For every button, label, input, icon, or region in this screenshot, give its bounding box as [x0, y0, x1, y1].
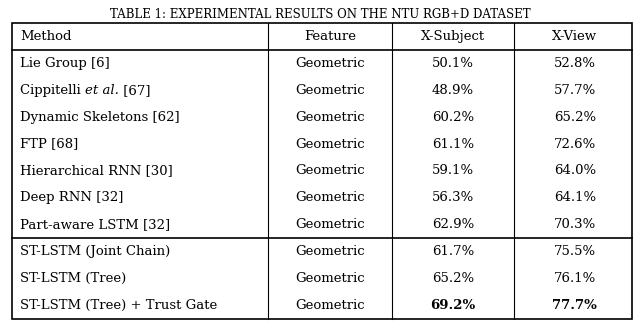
Text: X-Subject: X-Subject — [421, 30, 485, 43]
Text: 57.7%: 57.7% — [554, 84, 596, 97]
Text: 69.2%: 69.2% — [431, 299, 476, 312]
Text: 72.6%: 72.6% — [554, 138, 596, 151]
Text: Geometric: Geometric — [295, 164, 365, 178]
Text: Geometric: Geometric — [295, 191, 365, 204]
Text: 61.1%: 61.1% — [432, 138, 474, 151]
Text: 75.5%: 75.5% — [554, 245, 596, 258]
Text: Geometric: Geometric — [295, 245, 365, 258]
Text: FTP [68]: FTP [68] — [20, 138, 78, 151]
Text: Part-aware LSTM [32]: Part-aware LSTM [32] — [20, 218, 170, 231]
Text: Dynamic Skeletons [62]: Dynamic Skeletons [62] — [20, 111, 179, 124]
Text: 52.8%: 52.8% — [554, 57, 596, 70]
Text: Method: Method — [20, 30, 71, 43]
Text: ST-LSTM (Joint Chain): ST-LSTM (Joint Chain) — [20, 245, 170, 258]
Text: Geometric: Geometric — [295, 218, 365, 231]
Text: Feature: Feature — [304, 30, 356, 43]
Text: 56.3%: 56.3% — [432, 191, 474, 204]
Text: X-View: X-View — [552, 30, 597, 43]
Text: Geometric: Geometric — [295, 299, 365, 312]
Text: Geometric: Geometric — [295, 57, 365, 70]
Text: ST-LSTM (Tree): ST-LSTM (Tree) — [20, 272, 126, 285]
Text: 77.7%: 77.7% — [552, 299, 597, 312]
Text: Cippitelli: Cippitelli — [20, 84, 85, 97]
Text: Lie Group [6]: Lie Group [6] — [20, 57, 109, 70]
Text: 76.1%: 76.1% — [554, 272, 596, 285]
Text: 65.2%: 65.2% — [432, 272, 474, 285]
Text: 60.2%: 60.2% — [432, 111, 474, 124]
Text: et al.: et al. — [85, 84, 118, 97]
Bar — [12, 23, 632, 319]
Text: Hierarchical RNN [30]: Hierarchical RNN [30] — [20, 164, 173, 178]
Text: 64.0%: 64.0% — [554, 164, 596, 178]
Text: Geometric: Geometric — [295, 272, 365, 285]
Text: 59.1%: 59.1% — [432, 164, 474, 178]
Text: 64.1%: 64.1% — [554, 191, 596, 204]
Text: 62.9%: 62.9% — [432, 218, 474, 231]
Text: 61.7%: 61.7% — [432, 245, 474, 258]
Text: [67]: [67] — [118, 84, 150, 97]
Text: Geometric: Geometric — [295, 138, 365, 151]
Text: 50.1%: 50.1% — [432, 57, 474, 70]
Text: TABLE 1: EXPERIMENTAL RESULTS ON THE NTU RGB+D DATASET: TABLE 1: EXPERIMENTAL RESULTS ON THE NTU… — [109, 8, 531, 21]
Text: Geometric: Geometric — [295, 84, 365, 97]
Text: 48.9%: 48.9% — [432, 84, 474, 97]
Text: Deep RNN [32]: Deep RNN [32] — [20, 191, 124, 204]
Text: 65.2%: 65.2% — [554, 111, 596, 124]
Text: 70.3%: 70.3% — [554, 218, 596, 231]
Text: Geometric: Geometric — [295, 111, 365, 124]
Text: ST-LSTM (Tree) + Trust Gate: ST-LSTM (Tree) + Trust Gate — [20, 299, 217, 312]
